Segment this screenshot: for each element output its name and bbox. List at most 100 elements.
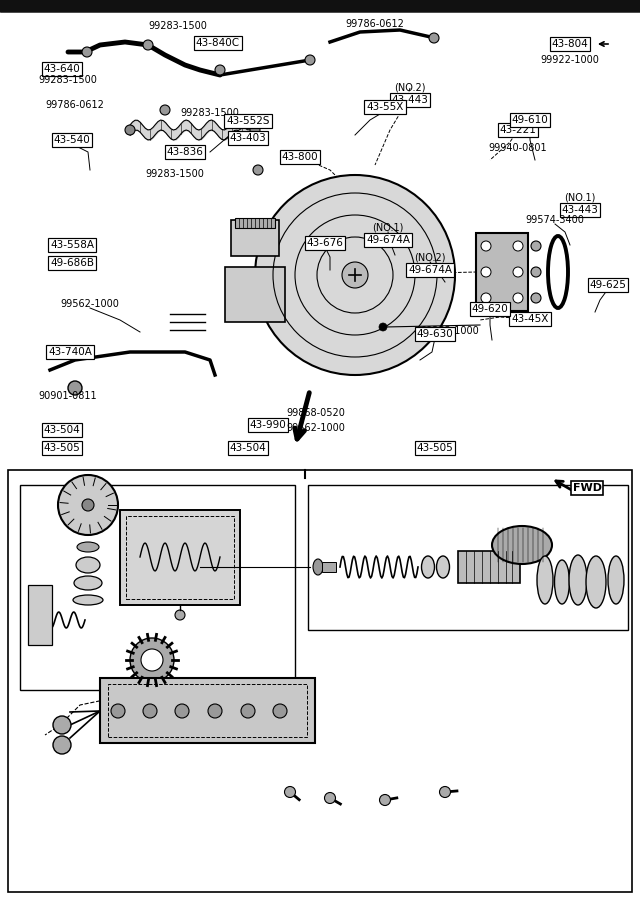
- Circle shape: [53, 736, 71, 754]
- Ellipse shape: [73, 595, 103, 605]
- Ellipse shape: [77, 542, 99, 552]
- Ellipse shape: [554, 560, 570, 604]
- Text: 90901-0811: 90901-0811: [38, 391, 97, 401]
- Text: 99562-1000: 99562-1000: [287, 423, 346, 433]
- Ellipse shape: [76, 557, 100, 573]
- Circle shape: [285, 787, 296, 797]
- Text: 43-540: 43-540: [54, 135, 90, 145]
- Text: 49-674A: 49-674A: [408, 265, 452, 275]
- Text: (NO.1): (NO.1): [372, 223, 404, 233]
- Circle shape: [208, 704, 222, 718]
- Circle shape: [342, 262, 368, 288]
- Circle shape: [273, 704, 287, 718]
- Ellipse shape: [436, 556, 449, 578]
- Circle shape: [53, 716, 71, 734]
- Circle shape: [531, 293, 541, 303]
- Circle shape: [305, 55, 315, 65]
- Circle shape: [175, 610, 185, 620]
- Text: 43-45X: 43-45X: [511, 314, 548, 324]
- Text: 49-674A: 49-674A: [366, 235, 410, 245]
- Circle shape: [440, 787, 451, 797]
- Bar: [308, 485, 628, 630]
- Text: 43-740A: 43-740A: [48, 347, 92, 357]
- Text: FWD: FWD: [573, 483, 602, 493]
- Circle shape: [531, 267, 541, 277]
- Ellipse shape: [313, 559, 323, 575]
- Text: 43-558A: 43-558A: [50, 240, 94, 250]
- Circle shape: [513, 293, 523, 303]
- Text: 99562-1000: 99562-1000: [61, 299, 120, 309]
- Bar: [100, 678, 315, 743]
- Bar: [8, 470, 632, 892]
- Circle shape: [82, 499, 94, 511]
- Circle shape: [130, 638, 174, 682]
- Circle shape: [143, 704, 157, 718]
- Text: 99922-1000: 99922-1000: [541, 55, 600, 65]
- Bar: [0, 0, 640, 12]
- Circle shape: [58, 475, 118, 535]
- Text: 99574-3400: 99574-3400: [525, 215, 584, 225]
- Ellipse shape: [492, 526, 552, 564]
- Ellipse shape: [537, 556, 553, 604]
- Bar: [225, 267, 285, 322]
- Ellipse shape: [608, 556, 624, 604]
- Circle shape: [141, 649, 163, 671]
- Bar: [458, 551, 520, 583]
- Text: 99786-0612: 99786-0612: [346, 19, 404, 29]
- Text: 49-630: 49-630: [417, 329, 453, 339]
- Text: 43-505: 43-505: [44, 443, 81, 453]
- Circle shape: [481, 267, 491, 277]
- Bar: [108, 684, 307, 737]
- Text: 43-836: 43-836: [166, 147, 204, 157]
- Circle shape: [250, 125, 260, 135]
- Circle shape: [68, 381, 82, 395]
- Circle shape: [215, 65, 225, 75]
- Text: 43-552S: 43-552S: [227, 116, 269, 126]
- Text: 43-55X: 43-55X: [366, 102, 404, 112]
- Bar: [476, 233, 528, 311]
- Text: 99283-1000: 99283-1000: [420, 326, 479, 336]
- Text: 99283-1500: 99283-1500: [38, 75, 97, 85]
- Circle shape: [429, 33, 439, 43]
- Circle shape: [380, 795, 390, 806]
- Circle shape: [253, 165, 263, 175]
- Text: 43-443: 43-443: [392, 95, 428, 105]
- Text: 99786-0612: 99786-0612: [45, 100, 104, 110]
- Circle shape: [111, 704, 125, 718]
- Text: 99868-0520: 99868-0520: [287, 408, 346, 418]
- Circle shape: [241, 704, 255, 718]
- Ellipse shape: [569, 555, 587, 605]
- Text: 43-676: 43-676: [307, 238, 344, 248]
- Circle shape: [82, 47, 92, 57]
- Text: 49-686B: 49-686B: [50, 258, 94, 268]
- Ellipse shape: [422, 556, 435, 578]
- Text: 43-504: 43-504: [44, 425, 81, 435]
- Bar: [126, 516, 234, 599]
- Ellipse shape: [74, 576, 102, 590]
- Text: 49-610: 49-610: [511, 115, 548, 125]
- Circle shape: [160, 105, 170, 115]
- Bar: [231, 220, 279, 256]
- Bar: [20, 485, 295, 690]
- Circle shape: [379, 323, 387, 331]
- Text: 43-804: 43-804: [552, 39, 588, 49]
- Text: 99283-1500: 99283-1500: [148, 21, 207, 31]
- Text: (NO.1): (NO.1): [564, 193, 596, 203]
- Bar: [235, 218, 275, 228]
- Text: 43-800: 43-800: [282, 152, 318, 162]
- Text: 49-620: 49-620: [472, 304, 508, 314]
- Text: 43-505: 43-505: [417, 443, 453, 453]
- Text: 99940-0801: 99940-0801: [489, 143, 547, 153]
- Circle shape: [481, 241, 491, 251]
- Text: 43-990: 43-990: [250, 420, 286, 430]
- Circle shape: [513, 241, 523, 251]
- Circle shape: [531, 241, 541, 251]
- Bar: [322, 562, 336, 572]
- Text: (NO.2): (NO.2): [414, 253, 445, 263]
- Circle shape: [143, 40, 153, 50]
- Bar: [28, 585, 52, 645]
- Text: 43-640: 43-640: [44, 64, 81, 74]
- Ellipse shape: [586, 556, 606, 608]
- Text: 43-221: 43-221: [500, 125, 536, 135]
- Text: 49-625: 49-625: [589, 280, 627, 290]
